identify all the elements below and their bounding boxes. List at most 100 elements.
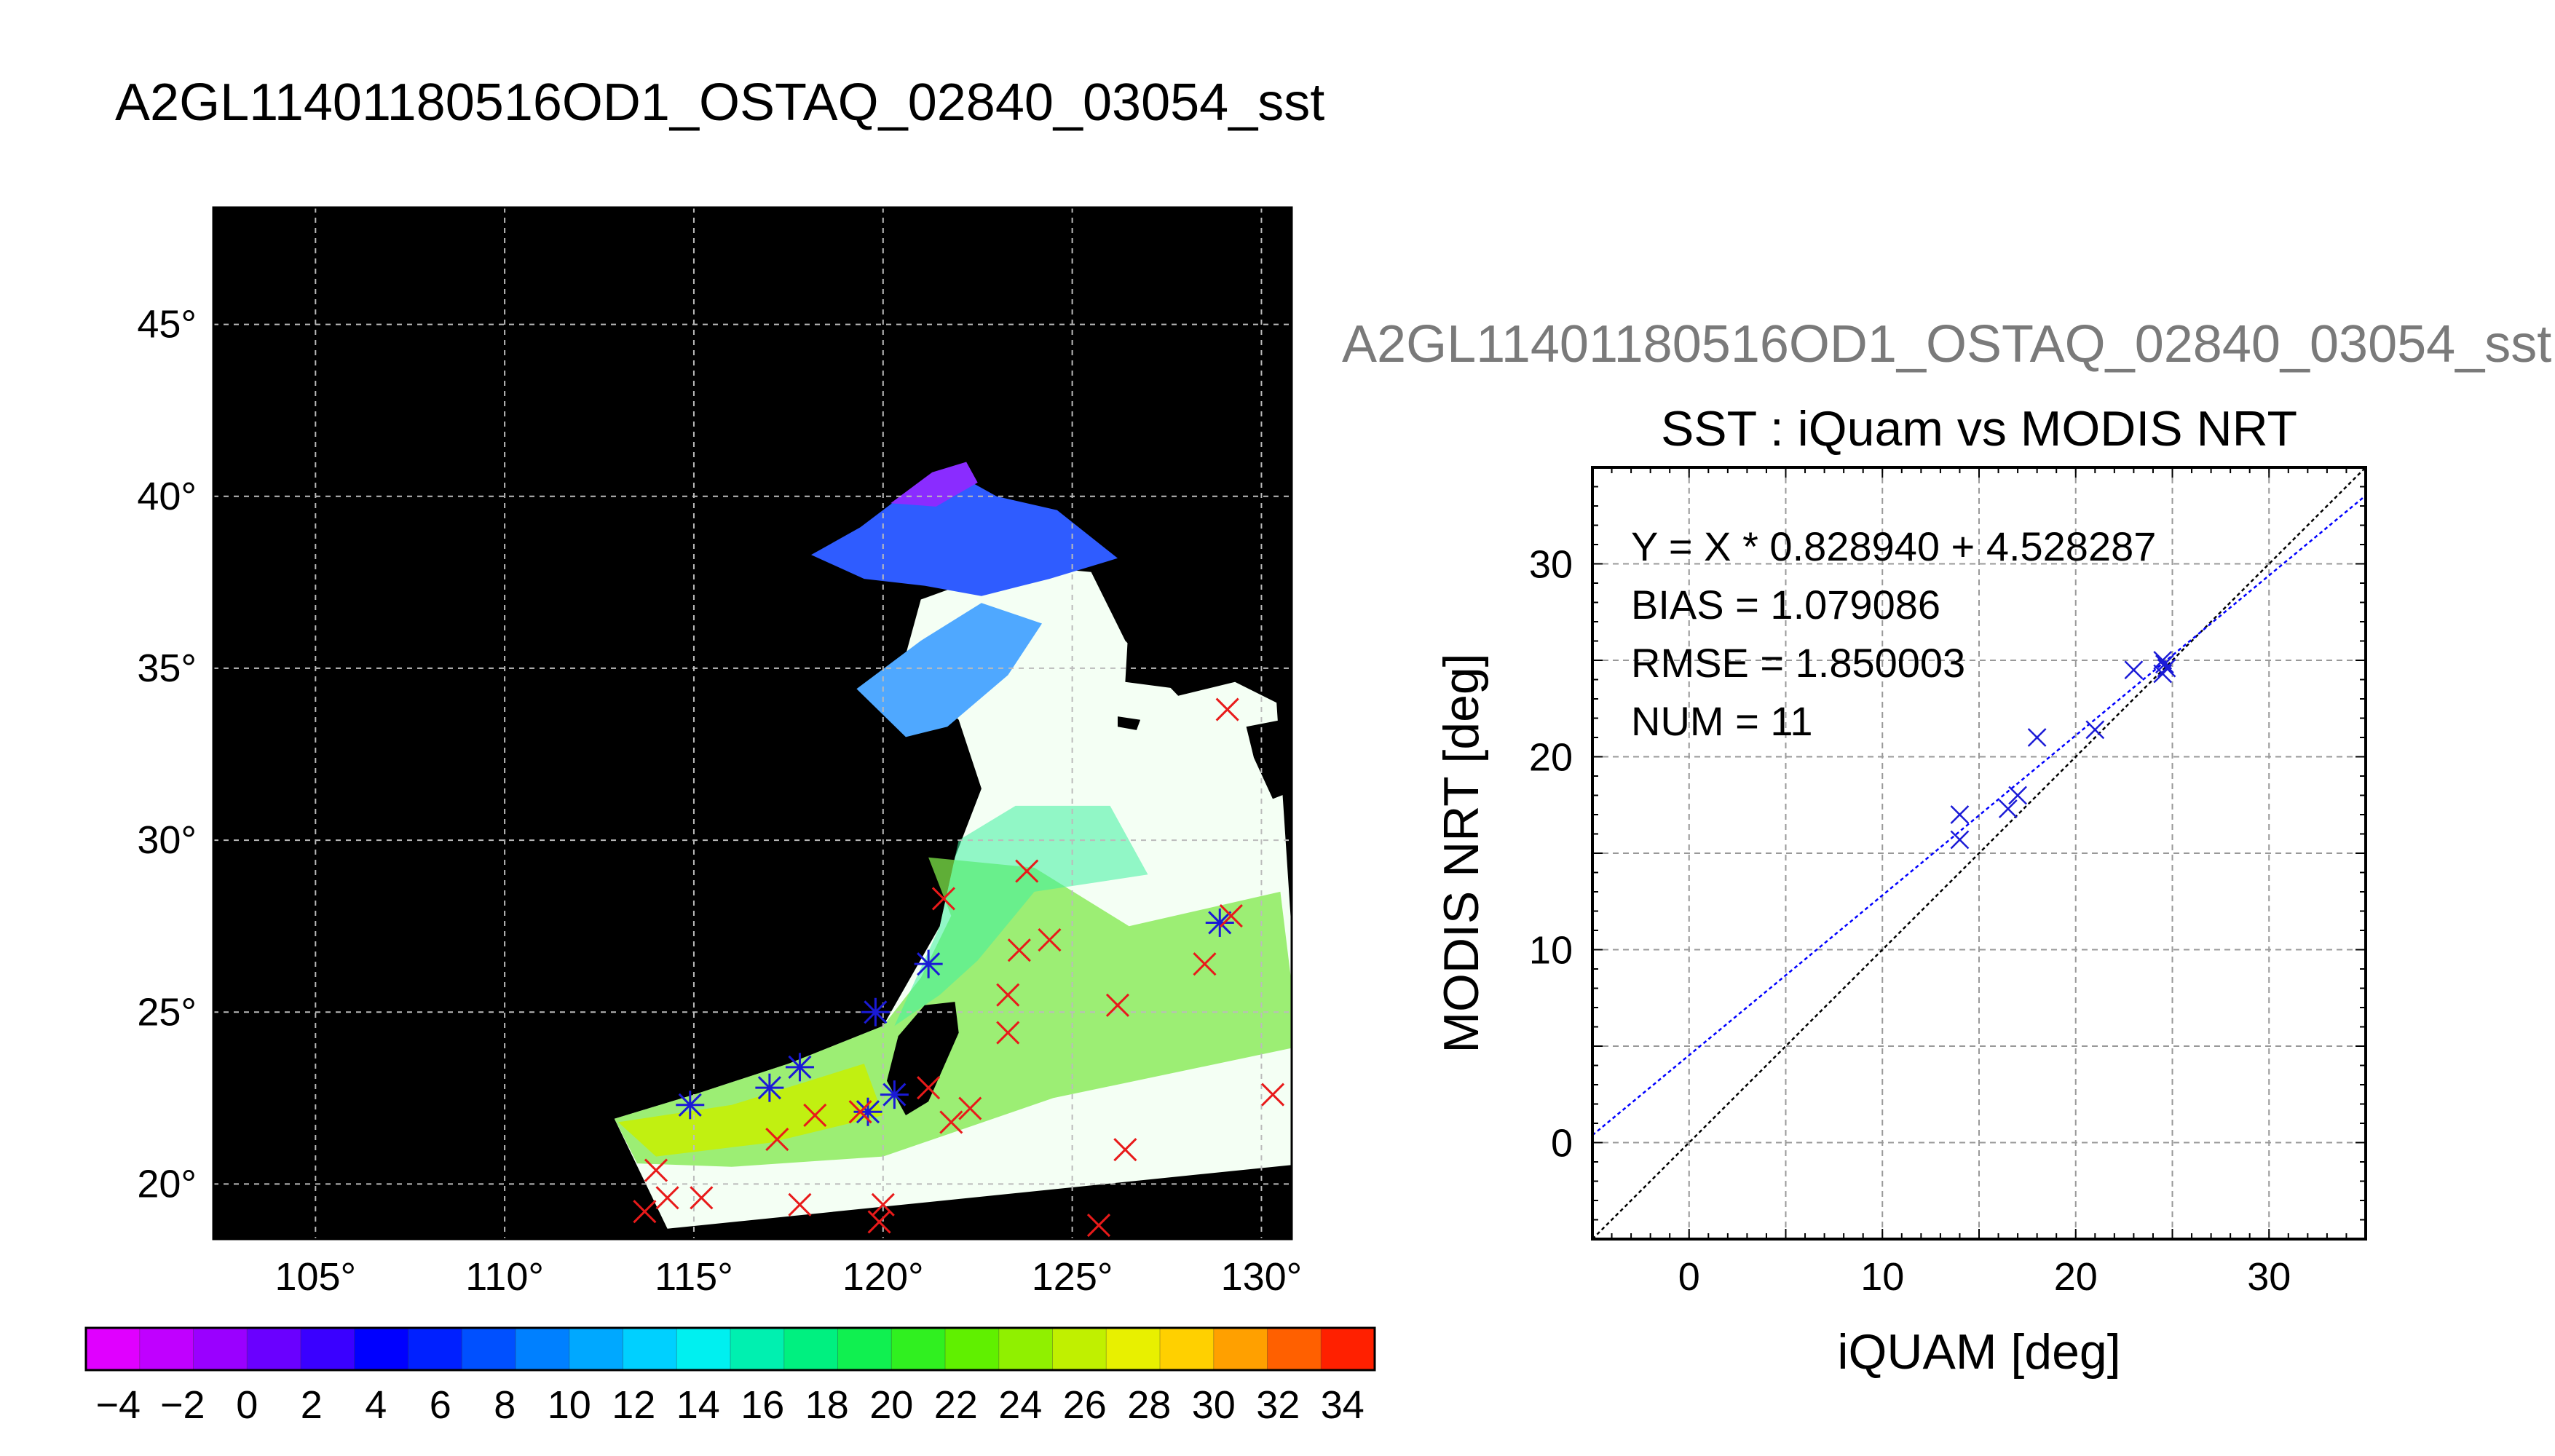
map-marker-cross [848,1100,872,1124]
map-y-tick-label: 30° [137,818,197,862]
map-frame [212,206,1293,1241]
colorbar-tick-label: 0 [236,1383,258,1427]
map-y-tick-label: 35° [137,646,197,690]
taiwan-land [887,1002,959,1115]
map-marker-asterisk [1205,908,1234,937]
colorbar-tick-label: 16 [741,1383,784,1427]
colorbar-tick-label: 10 [548,1383,591,1427]
scatter-point [2124,660,2144,680]
scatter-point [1950,830,1970,850]
scatter-frame [1591,466,2367,1241]
map-marker-cross [1015,859,1039,883]
scatter-lines [1592,467,2366,1239]
colorbar-cell [1052,1328,1107,1370]
scatter-point [1998,799,2018,818]
colorbar-cell [354,1328,409,1370]
map-marker-cross [996,983,1020,1007]
colorbar-cell [516,1328,570,1370]
map-marker-cross [1219,903,1243,928]
scatter-point [2008,786,2027,805]
colorbar-tick-label: 26 [1063,1383,1107,1427]
sst-region-coastal-warm [618,1064,883,1157]
scatter-gridlines [1592,467,2366,1239]
colorbar-cell [1160,1328,1215,1370]
scatter-x-tick-label: 20 [2054,1255,2098,1299]
colorbar-cell [676,1328,731,1370]
scatter-point [2027,728,2047,747]
map-marker-cross [788,1192,812,1216]
colorbar-cell [569,1328,624,1370]
scatter-y-tick-label: 10 [1529,929,1573,973]
scatter-stat-line: BIAS = 1.079086 [1631,582,1940,628]
scatter-point [1950,805,1970,824]
colorbar: −4 −2 0 2 4 6 8 10 12 14 16 18 20 22 24 26 28 30 32 34 [84,1326,1376,1427]
jeju-land [1118,716,1141,730]
colorbar-cell [1106,1328,1161,1370]
map-marker-cross [958,1096,982,1120]
scatter-stat-line: NUM = 11 [1631,698,1812,744]
colorbar-cell [783,1328,839,1370]
colorbar-cell [623,1328,677,1370]
colorbar-tick-label: 34 [1321,1383,1365,1427]
map-marker-cross [1215,697,1239,721]
colorbar-cell [1213,1328,1268,1370]
scatter-title: SST : iQuam vs MODIS NRT [1661,401,2297,456]
colorbar-tick-label: 30 [1192,1383,1236,1427]
sst-field [614,462,1292,1229]
scatter-x-tick-label: 10 [1860,1255,1904,1299]
scatter-suptitle: A2GL11401180516OD1_OSTAQ_02840_03054_sst [1342,315,2552,373]
map-marker-cross [939,1110,963,1134]
map-marker-cross [655,1186,679,1210]
colorbar-tick-label: 22 [934,1383,978,1427]
colorbar-cell [193,1328,248,1370]
scatter-points [1950,651,2176,850]
map-y-ticks: 45° 40° 35° 30° 25° 20° [137,303,197,1206]
colorbar-cell [891,1328,946,1370]
colorbar-cell [301,1328,355,1370]
map-marker-asterisk [880,1080,909,1109]
map-marker-asterisk [861,997,890,1026]
colorbar-tick-label: 20 [869,1383,913,1427]
map-marker-asterisk [785,1053,814,1082]
scatter-stat-line: RMSE = 1.850003 [1631,640,1965,686]
scatter-x-label: iQUAM [deg] [1837,1324,2120,1380]
map-marker-asterisk [853,1097,882,1126]
colorbar-cell [945,1328,1000,1370]
map-x-tick-label: 125° [1032,1255,1113,1299]
colorbar-tick-label: 6 [430,1383,451,1427]
map-marker-cross [917,1076,941,1100]
map-marker-asterisk [914,949,943,978]
map-marker-cross [1086,1214,1111,1238]
colorbar-cell [247,1328,301,1370]
scatter-point [2085,720,2105,740]
map-x-tick-label: 120° [842,1255,924,1299]
colorbar-cell [86,1328,141,1370]
colorbar-tick-label: 14 [676,1383,720,1427]
colorbar-cells [86,1328,1375,1370]
map-x-tick-label: 110° [465,1255,544,1299]
colorbar-cell [139,1328,194,1370]
scatter-y-tick-label: 20 [1529,736,1573,780]
sst-map: 105° 110° 115° 120° 125° 130° 45° 40° 35° 30° 25°… [137,206,1302,1299]
identity-line [1592,467,2366,1239]
map-markers [633,697,1285,1238]
scatter-x-tick-label: 0 [1678,1255,1700,1299]
sst-region-bohai-sea [811,469,1118,596]
colorbar-cell [998,1328,1054,1370]
scatter-y-tick-label: 0 [1551,1122,1573,1166]
colorbar-tick-label: 8 [494,1383,516,1427]
colorbar-tick-label: 28 [1127,1383,1171,1427]
map-y-tick-label: 45° [137,303,197,347]
colorbar-frame [84,1326,1376,1372]
scatter-annotations: Y = X * 0.828940 + 4.528287 BIAS = 1.0790… [1631,523,2156,744]
colorbar-tick-label: 12 [612,1383,655,1427]
colorbar-cell [462,1328,516,1370]
map-marker-asterisk [755,1073,784,1102]
colorbar-tick-label: 24 [998,1383,1042,1427]
colorbar-cell [1267,1328,1322,1370]
colorbar-cell [1321,1328,1375,1370]
map-y-tick-label: 25° [137,990,197,1034]
map-y-tick-label: 20° [137,1162,197,1206]
colorbar-tick-label: 2 [301,1383,323,1427]
